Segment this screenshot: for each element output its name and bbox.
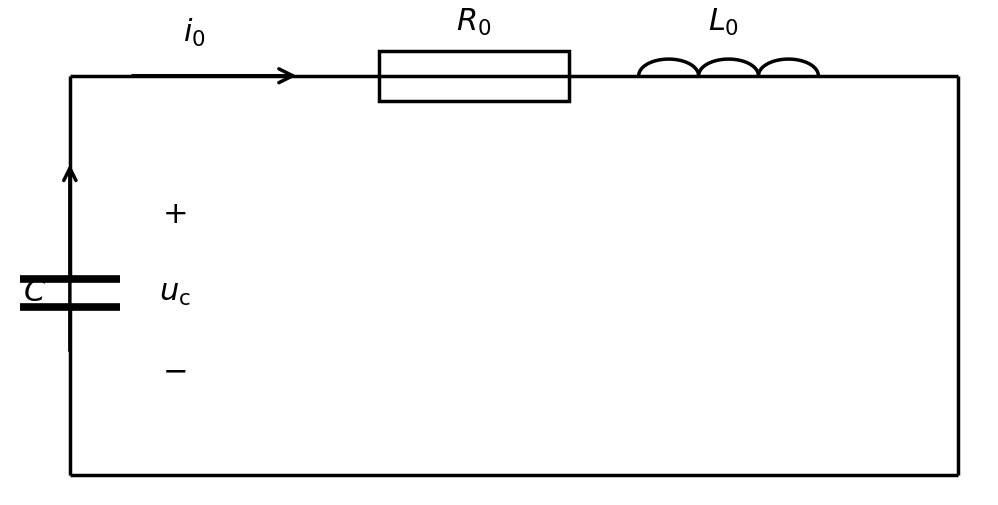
Text: $i_0$: $i_0$	[184, 17, 206, 49]
Text: $+$: $+$	[163, 199, 187, 230]
Text: $u_{\rm c}$: $u_{\rm c}$	[159, 277, 191, 309]
Text: $L_0$: $L_0$	[708, 7, 740, 38]
Bar	[379, 50, 569, 101]
Text: $-$: $-$	[163, 356, 187, 387]
Text: $C$: $C$	[23, 277, 47, 309]
Text: $R_0$: $R_0$	[456, 7, 492, 38]
